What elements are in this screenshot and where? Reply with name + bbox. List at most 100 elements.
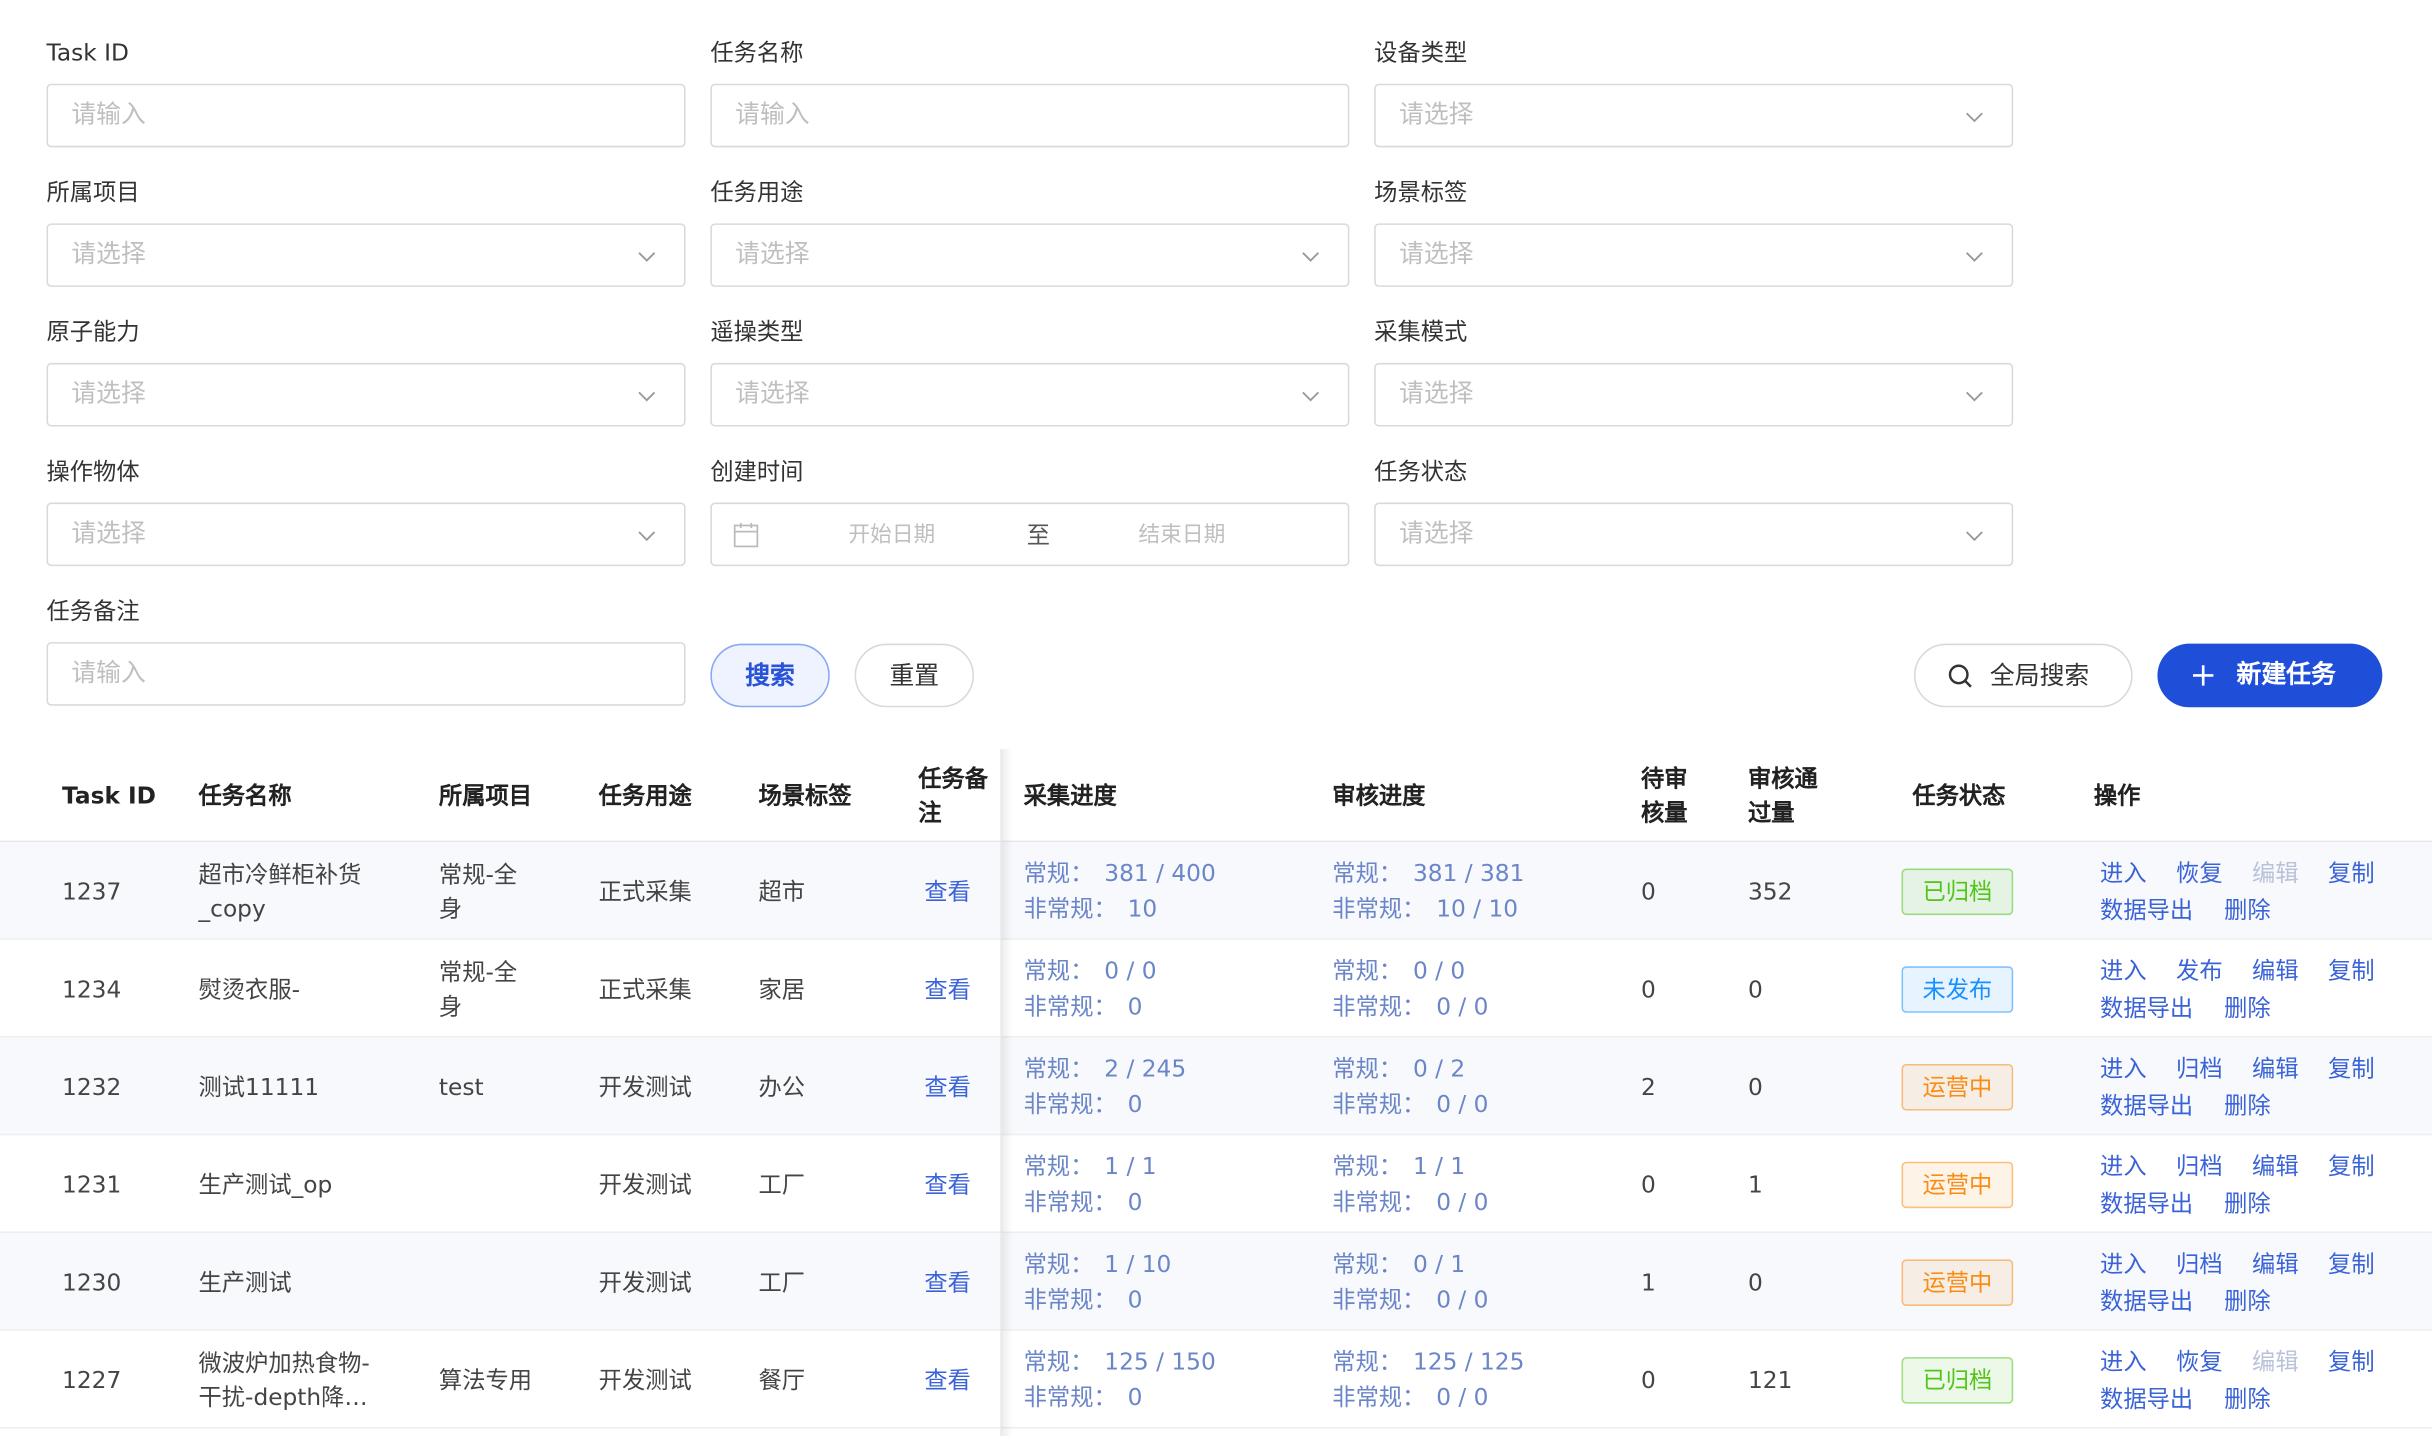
filter-select[interactable]: 请选择 bbox=[710, 223, 1350, 287]
placeholder: 请选择 bbox=[71, 238, 146, 269]
action-link[interactable]: 编辑 bbox=[2252, 1250, 2299, 1279]
action-link[interactable]: 归档 bbox=[2176, 1152, 2223, 1181]
action-link[interactable]: 数据导出 bbox=[2100, 994, 2194, 1023]
cell-note: 查看 bbox=[924, 974, 971, 1003]
action-link[interactable]: 复制 bbox=[2328, 1054, 2375, 1083]
cell-passed: 352 bbox=[1747, 877, 1793, 906]
column-header: 审核通过量 bbox=[1747, 764, 1818, 827]
filter-label: 采集模式 bbox=[1374, 317, 1468, 346]
status-tag: 已归档 bbox=[1901, 868, 2014, 916]
action-link[interactable]: 删除 bbox=[2224, 1287, 2271, 1316]
search-button[interactable]: 搜索 bbox=[710, 643, 830, 708]
filter-select[interactable]: 请选择 bbox=[46, 223, 686, 287]
action-link[interactable]: 恢复 bbox=[2176, 859, 2223, 888]
action-link[interactable]: 删除 bbox=[2224, 896, 2271, 925]
action-link[interactable]: 复制 bbox=[2328, 1347, 2375, 1376]
action-link[interactable]: 复制 bbox=[2328, 1250, 2375, 1279]
filter-input[interactable]: 请输入 bbox=[46, 83, 686, 148]
action-link[interactable]: 删除 bbox=[2224, 1189, 2271, 1218]
cell-name: 微波炉加热食物-干扰-depth降… bbox=[198, 1348, 370, 1411]
cell-scene: 超市 bbox=[758, 877, 805, 906]
search-icon bbox=[1947, 662, 1975, 690]
filter-select[interactable]: 请选择 bbox=[1374, 362, 2014, 427]
filter-label: 任务名称 bbox=[710, 38, 804, 67]
cell-pending: 0 bbox=[1640, 974, 1656, 1003]
placeholder: 请输入 bbox=[71, 99, 146, 129]
action-link[interactable]: 进入 bbox=[2100, 1054, 2147, 1083]
cell-purpose: 开发测试 bbox=[598, 1267, 692, 1296]
chevron-icon bbox=[1962, 244, 1987, 269]
progress-value: 10 / 10 bbox=[1436, 894, 1519, 923]
progress-value: 1 / 10 bbox=[1104, 1250, 1172, 1279]
status-tag: 运营中 bbox=[1901, 1063, 2014, 1111]
action-link[interactable]: 恢复 bbox=[2176, 1347, 2223, 1376]
progress-label: 常规： bbox=[1023, 1152, 1094, 1181]
progress-label: 常规： bbox=[1023, 1250, 1094, 1279]
table-header bbox=[0, 749, 2432, 843]
progress-label: 常规： bbox=[1332, 956, 1403, 985]
placeholder: 请输入 bbox=[735, 99, 810, 129]
action-link[interactable]: 归档 bbox=[2176, 1250, 2223, 1279]
action-link[interactable]: 复制 bbox=[2328, 1152, 2375, 1181]
chevron-icon bbox=[634, 523, 659, 548]
action-link[interactable]: 进入 bbox=[2100, 859, 2147, 888]
action-link[interactable]: 复制 bbox=[2328, 859, 2375, 888]
action-link[interactable]: 编辑 bbox=[2252, 1152, 2299, 1181]
cell-passed: 0 bbox=[1747, 974, 1763, 1003]
global-search-button[interactable]: 全局搜索 bbox=[1913, 643, 2133, 708]
action-link[interactable]: 进入 bbox=[2100, 1347, 2147, 1376]
filter-label: 设备类型 bbox=[1374, 38, 1468, 67]
action-link[interactable]: 编辑 bbox=[2252, 1054, 2299, 1083]
filter-select[interactable]: 请选择 bbox=[46, 362, 686, 427]
column-header: 采集进度 bbox=[1023, 781, 1117, 810]
filter-select[interactable]: 请选择 bbox=[1374, 83, 2014, 148]
action-link[interactable]: 数据导出 bbox=[2100, 1287, 2194, 1316]
reset-button[interactable]: 重置 bbox=[854, 643, 975, 708]
progress-label: 非常规： bbox=[1023, 1285, 1117, 1314]
action-link[interactable]: 删除 bbox=[2224, 994, 2271, 1023]
cell-project: 常规-全身 bbox=[438, 957, 518, 1020]
filter-input[interactable]: 请输入 bbox=[710, 83, 1350, 148]
cell-passed: 0 bbox=[1747, 1072, 1763, 1101]
create-button[interactable]: 新建任务 bbox=[2157, 643, 2383, 708]
status-text: 已归档 bbox=[1922, 877, 1993, 906]
action-link[interactable]: 进入 bbox=[2100, 1250, 2147, 1279]
filter-select[interactable]: 请选择 bbox=[1374, 223, 2014, 287]
action-link[interactable]: 删除 bbox=[2224, 1091, 2271, 1120]
progress-label: 非常规： bbox=[1023, 992, 1117, 1021]
action-link[interactable]: 归档 bbox=[2176, 1054, 2223, 1083]
filter-select[interactable]: 请选择 bbox=[1374, 502, 2014, 567]
action-link[interactable]: 数据导出 bbox=[2100, 1189, 2194, 1218]
progress-value: 0 / 0 bbox=[1436, 992, 1489, 1021]
button-text: 重置 bbox=[889, 660, 940, 691]
filter-date[interactable]: 开始日期 至 结束日期 bbox=[710, 502, 1350, 567]
column-header: 任务备注 bbox=[918, 764, 989, 827]
chevron-icon-svg bbox=[638, 391, 656, 402]
action-link[interactable]: 数据导出 bbox=[2100, 1091, 2194, 1120]
action-link[interactable]: 进入 bbox=[2100, 956, 2147, 985]
button-text: 新建任务 bbox=[2236, 659, 2336, 689]
status-text: 运营中 bbox=[1922, 1268, 1993, 1297]
action-link[interactable]: 数据导出 bbox=[2100, 1385, 2194, 1413]
cell-scene: 餐厅 bbox=[758, 1365, 805, 1394]
action-link[interactable]: 删除 bbox=[2224, 1385, 2271, 1413]
filter-select[interactable]: 请选择 bbox=[710, 362, 1350, 427]
action-link[interactable]: 数据导出 bbox=[2100, 896, 2194, 925]
column-header: 操作 bbox=[2093, 781, 2141, 810]
filter-label: 遥操类型 bbox=[710, 317, 804, 346]
placeholder: 请输入 bbox=[71, 657, 146, 688]
action-link[interactable]: 编辑 bbox=[2252, 956, 2299, 985]
chevron-icon bbox=[1298, 244, 1323, 269]
action-link[interactable]: 进入 bbox=[2100, 1152, 2147, 1181]
filter-input[interactable]: 请输入 bbox=[46, 642, 686, 706]
filter-label: 任务状态 bbox=[1374, 457, 1468, 486]
action-link[interactable]: 复制 bbox=[2328, 956, 2375, 985]
table-row bbox=[0, 1037, 2432, 1136]
action-link[interactable]: 发布 bbox=[2176, 956, 2223, 985]
clip-edge bbox=[1000, 749, 1002, 1436]
chevron-icon bbox=[1962, 104, 1987, 129]
placeholder: 请选择 bbox=[71, 518, 146, 548]
cell-note: 查看 bbox=[924, 1365, 971, 1394]
filter-select[interactable]: 请选择 bbox=[46, 502, 686, 567]
progress-value: 0 / 0 bbox=[1412, 956, 1466, 985]
